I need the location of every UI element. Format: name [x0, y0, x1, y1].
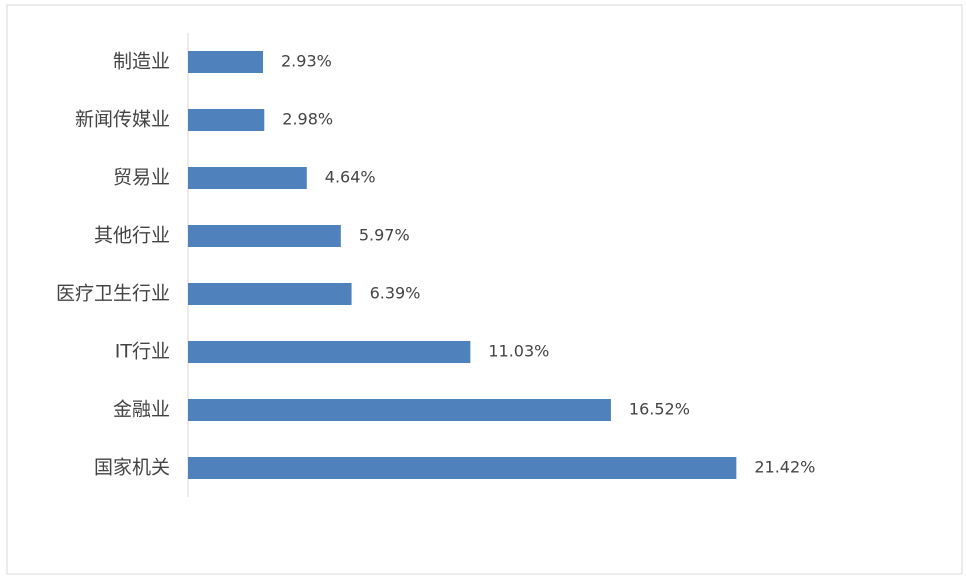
- category-label: 制造业: [113, 51, 170, 73]
- bar: [188, 225, 341, 247]
- category-label: 其他行业: [94, 225, 170, 247]
- value-label: 2.93%: [281, 52, 332, 71]
- bar: [188, 457, 737, 479]
- bar: [188, 399, 611, 421]
- value-label: 5.97%: [359, 226, 410, 245]
- value-label: 21.42%: [754, 458, 815, 477]
- bar: [188, 51, 264, 73]
- value-label: 4.64%: [325, 168, 376, 187]
- value-label: 6.39%: [370, 284, 421, 303]
- bar: [188, 341, 471, 363]
- chart-border: [6, 4, 963, 575]
- value-label: 16.52%: [629, 400, 690, 419]
- bar: [188, 167, 307, 189]
- category-label: 医疗卫生行业: [56, 283, 170, 305]
- category-label: 国家机关: [94, 457, 170, 479]
- value-label: 2.98%: [282, 110, 333, 129]
- category-label: IT行业: [115, 341, 170, 363]
- bar: [188, 283, 352, 305]
- bar: [188, 109, 265, 131]
- category-label: 贸易业: [113, 167, 170, 189]
- category-label: 金融业: [113, 399, 170, 421]
- value-label: 11.03%: [488, 342, 549, 361]
- category-label: 新闻传媒业: [75, 109, 170, 131]
